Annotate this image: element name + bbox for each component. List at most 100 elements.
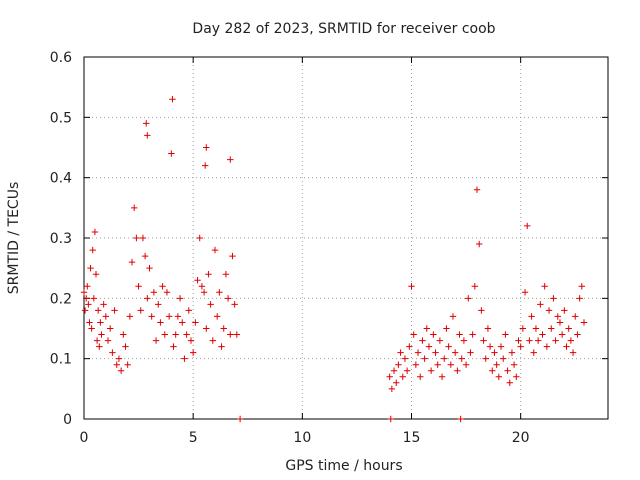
data-point xyxy=(576,295,583,302)
data-point xyxy=(460,337,468,344)
y-tick-label: 0.1 xyxy=(50,352,72,368)
data-point xyxy=(478,307,485,314)
data-point xyxy=(421,355,428,362)
data-point xyxy=(510,361,518,368)
data-point xyxy=(434,361,441,368)
data-points xyxy=(80,96,588,423)
data-point xyxy=(537,301,544,308)
data-point xyxy=(93,337,101,344)
data-point xyxy=(86,319,93,326)
data-point xyxy=(100,301,107,308)
data-point xyxy=(196,234,203,242)
data-point xyxy=(150,289,158,296)
y-tick-label: 0.6 xyxy=(50,50,72,66)
data-point xyxy=(552,337,559,344)
data-point xyxy=(201,162,209,169)
data-point xyxy=(122,343,129,350)
x-tick-label: 5 xyxy=(189,430,198,446)
data-point xyxy=(117,367,125,374)
data-point xyxy=(467,349,474,356)
data-point xyxy=(207,301,214,308)
data-point xyxy=(432,349,439,356)
data-point xyxy=(216,289,223,296)
data-point xyxy=(449,313,457,320)
data-point xyxy=(165,313,173,320)
data-point xyxy=(451,349,459,356)
data-point xyxy=(139,234,147,242)
data-point xyxy=(572,313,579,320)
data-point xyxy=(401,355,409,362)
data-point xyxy=(412,361,420,368)
data-point xyxy=(203,325,210,332)
data-point xyxy=(113,361,120,368)
data-point xyxy=(414,349,422,356)
data-point xyxy=(430,331,437,338)
data-point xyxy=(528,313,535,320)
data-point xyxy=(502,331,509,338)
data-point xyxy=(168,150,175,157)
data-point xyxy=(443,325,450,332)
data-point xyxy=(399,373,406,380)
data-point xyxy=(565,325,572,332)
data-point xyxy=(539,331,546,338)
data-point xyxy=(541,283,548,290)
data-point xyxy=(227,156,234,163)
data-point xyxy=(143,120,150,127)
data-point xyxy=(561,307,568,314)
data-point xyxy=(457,415,464,423)
data-point xyxy=(128,258,136,266)
plot-frame xyxy=(83,56,609,420)
x-tick-label: 15 xyxy=(403,430,421,446)
data-point xyxy=(393,379,400,386)
axes xyxy=(83,56,609,420)
data-point xyxy=(475,240,483,248)
data-point xyxy=(506,379,513,386)
data-point xyxy=(550,295,557,302)
data-point xyxy=(80,289,88,296)
data-point xyxy=(172,331,179,338)
data-point xyxy=(465,295,472,302)
data-point xyxy=(231,301,238,308)
data-point xyxy=(155,301,162,308)
data-point xyxy=(96,343,103,350)
data-point xyxy=(179,319,186,326)
data-point xyxy=(170,343,177,350)
data-point xyxy=(578,283,585,290)
data-point xyxy=(438,373,446,380)
data-point xyxy=(489,367,496,374)
data-point xyxy=(563,343,570,350)
data-point xyxy=(174,313,182,320)
data-point xyxy=(500,355,507,362)
chart-title: Day 282 of 2023, SRMTID for receiver coo… xyxy=(192,21,495,37)
x-tick-label: 10 xyxy=(293,430,311,446)
data-point xyxy=(192,319,199,326)
data-point xyxy=(482,355,489,362)
data-point xyxy=(410,331,417,338)
data-point xyxy=(144,132,151,139)
data-point xyxy=(543,343,551,350)
data-point xyxy=(403,367,411,374)
data-point xyxy=(558,331,566,338)
data-point xyxy=(526,337,533,344)
data-point xyxy=(109,349,116,356)
data-point xyxy=(233,331,241,338)
data-point xyxy=(203,144,210,151)
data-point xyxy=(406,343,413,350)
y-tick-label: 0.3 xyxy=(50,231,72,247)
data-point xyxy=(445,343,452,350)
data-point xyxy=(205,271,212,278)
data-point xyxy=(425,343,433,350)
data-point xyxy=(131,204,138,212)
x-tick-label: 0 xyxy=(80,430,89,446)
data-point xyxy=(569,349,577,356)
data-point xyxy=(161,331,168,338)
data-point xyxy=(187,337,195,344)
data-point xyxy=(530,349,537,356)
data-point xyxy=(504,367,511,374)
data-point xyxy=(98,331,105,338)
data-point xyxy=(508,349,516,356)
data-point xyxy=(176,295,184,302)
data-point xyxy=(148,313,155,320)
grid-lines xyxy=(84,57,608,419)
data-point xyxy=(395,361,402,368)
